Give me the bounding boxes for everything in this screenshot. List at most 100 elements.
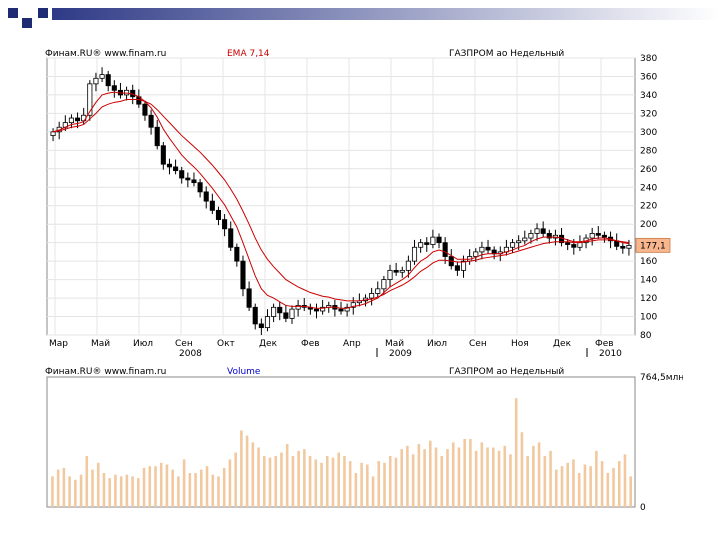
candle-body [350,302,356,308]
volume-bar [96,462,100,507]
volume-bar [331,457,335,507]
volume-bar [388,455,392,507]
last-price-label: 177,1 [640,241,666,251]
volume-bar [91,469,94,507]
deco-square [38,8,48,18]
candle-body [142,103,148,116]
volume-bar [148,466,152,507]
volume-bar [205,466,209,507]
price-y-tick-label: 160 [640,257,657,267]
candle-body [313,308,320,312]
candle-body [87,83,93,116]
price-y-tick-label: 380 [640,54,657,64]
price-x-tick-label: Июл [427,339,447,349]
volume-bar [595,450,598,507]
volume-bar [549,450,552,507]
volume-bar [131,476,134,507]
candle-body [148,114,154,128]
candle-body [418,242,424,248]
volume-bar [480,442,484,507]
price-x-tick-label: Дек [259,339,278,349]
volume-bar [211,474,215,507]
deco-gradient-band [52,8,720,20]
candle-body [595,233,601,236]
volume-bar [394,457,398,507]
price-chart-indicator-label: EMA 7,14 [227,49,270,59]
volume-bar [572,459,575,507]
volume-bar [297,450,300,507]
volume-bar [354,472,358,507]
volume-plot-frame [46,376,636,508]
volume-bar [509,454,512,507]
price-x-tick-label: Сен [175,339,193,349]
deco-square [8,8,18,18]
ema-fast-line [52,91,630,309]
candlestick-series [50,67,632,335]
volume-chart-instrument-title: ГАЗПРОМ ао Недельный [449,367,564,377]
volume-bar [423,449,426,507]
candle-body [571,244,577,248]
candle-body [522,237,528,242]
volume-bar [474,450,478,507]
candle-body [442,242,448,257]
volume-bar [348,461,352,507]
volume-bar [606,472,610,507]
volume-bar [274,455,278,507]
volume-bar [457,447,461,507]
candle-body [258,323,264,329]
price-x-tick-label: Фев [595,339,614,349]
volume-bar [320,462,323,507]
candle-body [75,117,81,122]
volume-bar [56,469,60,507]
volume-bar [308,455,312,507]
price-y-tick-label: 120 [640,294,657,304]
candle-body [222,219,228,230]
volume-bar [503,445,507,507]
candle-body [369,293,375,299]
volume-bar [486,447,489,507]
price-x-year-label: 2010 [599,349,622,359]
candle-body [620,245,626,249]
candle-body [509,242,516,248]
price-x-tick-label: Май [385,339,404,349]
volume-bar [514,398,518,507]
volume-bar [200,469,203,507]
candle-body [565,242,571,245]
volume-bar [366,464,369,507]
candle-body [191,179,197,184]
candle-body [252,306,258,325]
candle-body [454,265,460,271]
volume-bar [325,455,329,507]
volume-bar [291,455,295,507]
volume-bar [520,432,524,507]
candle-body [393,269,399,273]
volume-bar [51,476,54,507]
volume-bar [429,440,432,507]
volume-bar [383,462,386,507]
price-x-year-label: 2008 [179,349,202,359]
candle-body [387,269,393,281]
volume-bar [222,467,226,507]
volume-bar [577,472,581,507]
price-x-tick-label: Июл [133,339,153,349]
candle-body [626,245,632,249]
candle-body [546,233,552,239]
slide-decoration [8,8,720,28]
price-y-tick-label: 280 [640,146,657,156]
candle-body [381,279,387,290]
volume-bar [125,474,129,507]
volume-bar [182,459,186,507]
volume-bar [108,478,111,507]
candle-body [338,308,344,312]
volume-bar [451,442,455,507]
candle-body [436,236,442,244]
price-y-tick-label: 100 [640,313,657,323]
candle-body [240,260,246,290]
volume-bar [560,466,564,507]
candle-body [295,305,301,310]
volume-bar [188,472,192,507]
candle-body [197,182,203,193]
price-y-tick-label: 220 [640,202,657,212]
price-x-tick-label: Май [91,339,110,349]
volume-bar [262,455,266,507]
